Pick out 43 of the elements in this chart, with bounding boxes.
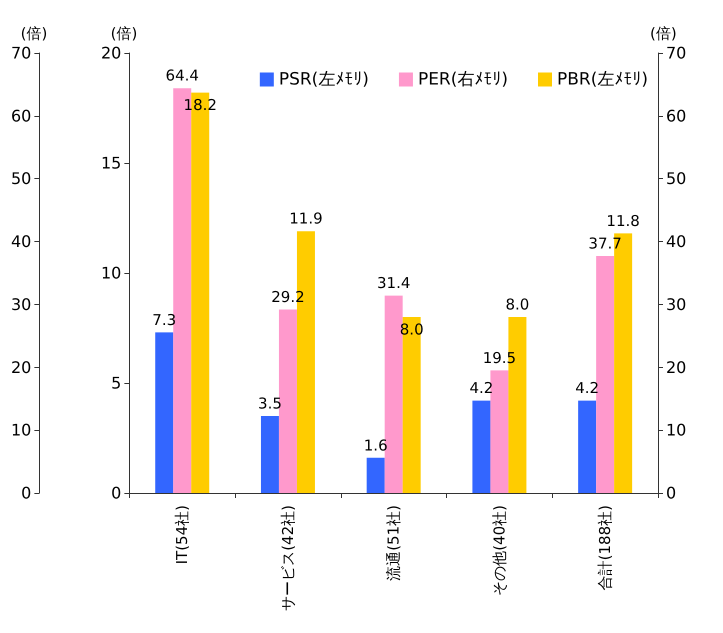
x-tick-label: IT(54社) xyxy=(173,505,192,564)
x-tick-label: 流通(51社) xyxy=(384,505,403,581)
y3-tick-label: 50 xyxy=(11,169,32,188)
data-label: 7.3 xyxy=(152,310,176,329)
x-tick-label: サービス(42社) xyxy=(278,505,297,611)
y2-tick-label: 10 xyxy=(666,420,686,440)
y3-tick-label: 40 xyxy=(11,232,32,252)
data-label: 64.4 xyxy=(166,66,199,85)
y2-tick-label: 50 xyxy=(666,169,686,188)
data-label: 4.2 xyxy=(575,379,600,398)
y2-tick-label: 0 xyxy=(666,484,676,502)
y3-tick-label: 70 xyxy=(11,44,32,62)
x-tick-label: その他(40社) xyxy=(490,505,508,596)
y3-tick-label: 30 xyxy=(11,294,32,314)
legend-label: PSR(左ﾒﾓﾘ) xyxy=(278,70,369,90)
data-label: 3.5 xyxy=(258,394,282,412)
data-label: 31.4 xyxy=(376,274,410,292)
y3-axis-title: (倍) xyxy=(20,24,48,42)
y-axis-title: (倍) xyxy=(110,24,138,42)
data-label: 8.0 xyxy=(505,296,530,314)
y2-tick-label: 30 xyxy=(666,294,686,314)
data-label: 1.6 xyxy=(364,436,388,454)
data-label: 11.9 xyxy=(289,210,323,228)
y3-tick-label: 60 xyxy=(11,106,32,126)
y-tick-label: 10 xyxy=(101,264,122,282)
y-tick-label: 15 xyxy=(101,154,122,172)
y2-axis-title: (倍) xyxy=(650,24,677,42)
bar xyxy=(366,458,385,493)
y-tick-label: 20 xyxy=(101,44,122,62)
y2-tick-label: 70 xyxy=(666,44,686,62)
y3-tick-label: 0 xyxy=(21,484,32,502)
y3-tick-label: 20 xyxy=(11,358,32,377)
x-tick-label: 合計(188社) xyxy=(596,505,614,590)
y3-tick-label: 10 xyxy=(11,420,32,440)
legend-label: PBR(左ﾒﾓﾘ) xyxy=(557,70,648,90)
data-label: 4.2 xyxy=(469,379,494,398)
data-label: 11.8 xyxy=(606,212,640,230)
legend-label: PER(右ﾒﾓﾘ) xyxy=(418,70,508,90)
y2-tick-label: 40 xyxy=(666,232,686,252)
y-tick-label: 5 xyxy=(111,374,122,392)
y2-tick-label: 20 xyxy=(666,358,686,377)
y-tick-label: 0 xyxy=(111,484,122,502)
y2-tick-label: 60 xyxy=(666,106,686,126)
